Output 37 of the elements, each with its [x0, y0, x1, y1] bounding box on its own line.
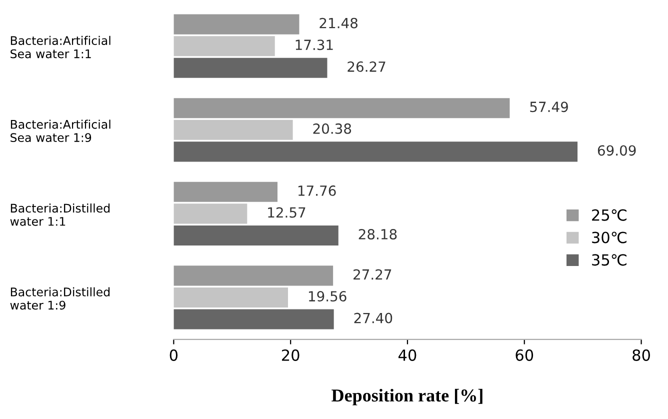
bar: [174, 142, 578, 162]
data-label: 26.27: [348, 61, 386, 72]
data-label: 20.38: [313, 123, 352, 134]
legend-label: 25℃: [592, 209, 626, 221]
bar: [174, 58, 328, 78]
bar: [174, 225, 338, 246]
data-label: 17.31: [296, 40, 333, 50]
y-tick-label: Bacteria:Artificial Sea water 1:1: [10, 36, 110, 58]
bar: [174, 204, 248, 224]
legend-label: 30℃: [592, 232, 626, 244]
bar: [174, 98, 510, 118]
x-tick-label: 0: [170, 349, 178, 361]
data-label: 19.56: [308, 291, 346, 302]
legend-label: 35℃: [592, 254, 626, 266]
bar: [174, 182, 278, 202]
x-axis-title: Deposition rate [%]: [332, 388, 482, 406]
bar: [174, 287, 288, 308]
data-label: 57.49: [530, 102, 568, 112]
bar: [174, 120, 293, 140]
y-tick-label: Bacteria:Distilled water 1:1: [10, 203, 110, 226]
x-tick-label: 60: [516, 349, 534, 361]
data-label: 17.76: [298, 185, 336, 196]
x-tick-label: 20: [282, 349, 300, 361]
x-tick-label: 40: [398, 349, 416, 361]
bar: [174, 266, 334, 286]
data-label: 69.09: [598, 145, 636, 156]
bar: [174, 309, 334, 330]
y-tick-label: Bacteria:Distilled water 1:9: [10, 287, 110, 310]
x-tick-label: 80: [632, 349, 650, 361]
bar: [174, 14, 300, 34]
data-label: 27.40: [354, 312, 392, 324]
data-label: 28.18: [358, 229, 397, 240]
data-label: 21.48: [320, 18, 358, 28]
data-label: 12.57: [268, 207, 306, 218]
bar: [174, 36, 275, 56]
y-tick-label: Bacteria:Artificial Sea water 1:9: [10, 120, 110, 142]
data-label: 27.27: [354, 269, 392, 280]
